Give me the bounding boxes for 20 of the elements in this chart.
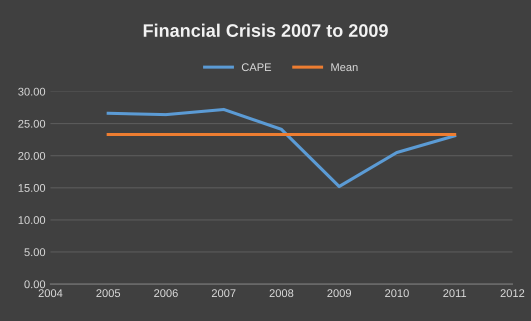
y-tick-label: 30.00 [18,88,46,96]
x-tick-label: 2006 [154,289,178,298]
x-tick-label: 2004 [38,289,62,298]
x-tick-label: 2011 [443,289,466,298]
line-series [106,108,456,188]
y-tick-label: 0.00 [24,280,46,288]
x-tick-label: 2009 [327,289,352,298]
chart-title: Financial Crisis 2007 to 2009 [144,24,388,37]
y-tick-label: 25.00 [18,120,46,128]
x-tick-label: 2008 [270,289,294,298]
y-tick-label: 5.00 [24,248,46,256]
x-tick-label: 2005 [96,289,120,298]
x-tick-label: 2007 [212,289,236,298]
legend-label: Mean [331,63,358,72]
y-tick-label: 10.00 [18,216,46,224]
legend-label: CAPE [242,63,272,72]
x-tick-label: 2012 [500,289,524,298]
y-tick-label: 15.00 [18,184,46,192]
x-tick-label: 2010 [385,289,409,298]
y-tick-label: 20.00 [18,152,46,160]
